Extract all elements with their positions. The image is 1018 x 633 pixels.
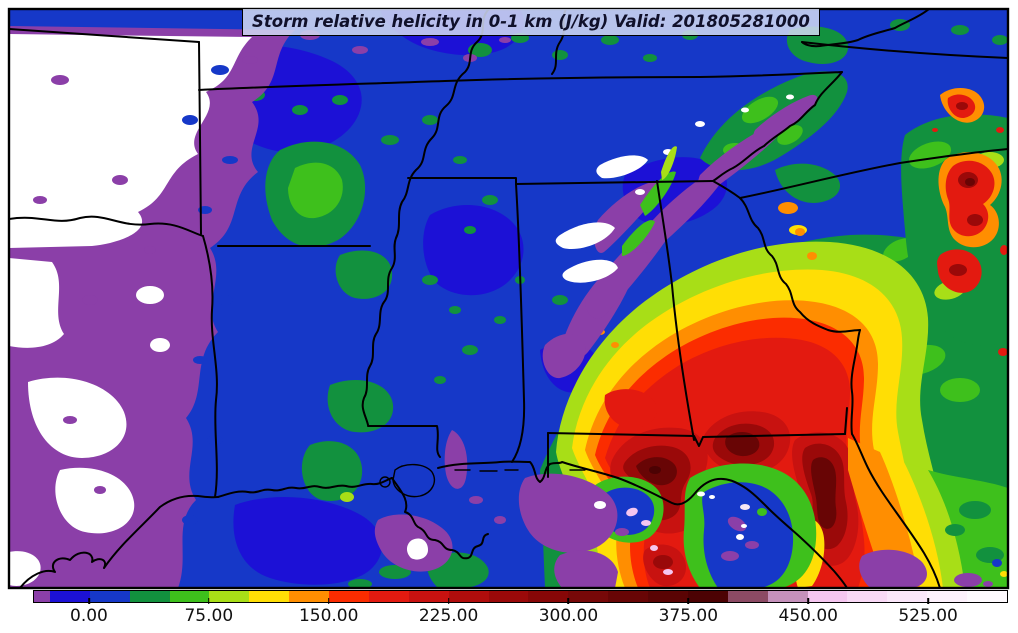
colorbar-tick-label: 450.00 xyxy=(778,606,838,626)
coastlines xyxy=(19,329,941,588)
colorbar-tick-labels: 0.00 75.00 150.00 225.00 300.00 375.00 450.00 5… xyxy=(33,606,1008,630)
colorbar-segment xyxy=(847,591,888,602)
florida-peninsula-bands xyxy=(848,438,1008,588)
colorbar-tick-label: 300.00 xyxy=(538,606,599,626)
colorbar-tick-label: 150.00 xyxy=(298,606,359,626)
colorbar-segment xyxy=(887,591,928,602)
colorbar-segment xyxy=(807,591,848,602)
colorbar-tick-label: 225.00 xyxy=(418,606,479,626)
colorbar-segment xyxy=(528,591,569,602)
colorbar-segment xyxy=(209,591,250,602)
colorbar-tick-label: 0.00 xyxy=(70,606,108,626)
colorbar-segment xyxy=(89,591,130,602)
lakes-and-islands xyxy=(379,463,586,498)
colorbar-segment xyxy=(49,591,90,602)
colorbar-segment xyxy=(368,591,409,602)
colorbar-segment xyxy=(967,591,1007,602)
colorbar-segment xyxy=(687,591,728,602)
colorbar-segment xyxy=(727,591,768,602)
colorbar-segment xyxy=(448,591,489,602)
colorbar-segment xyxy=(169,591,210,602)
colorbar-segment xyxy=(289,591,330,602)
colorbar-segment xyxy=(34,591,50,602)
colorbar-segment xyxy=(767,591,808,602)
colorbar xyxy=(33,590,1008,603)
colorbar-tick-label: 75.00 xyxy=(184,606,234,626)
helicity-maxima-spots xyxy=(626,491,750,575)
colorbar-segment xyxy=(608,591,649,602)
colorbar-segment xyxy=(927,591,968,602)
frontal-streak-band xyxy=(542,94,818,379)
colorbar-segment xyxy=(408,591,449,602)
carolinas-red-clusters xyxy=(595,87,1008,356)
colorbar-tick-label: 375.00 xyxy=(658,606,719,626)
gulf-coast-purples xyxy=(374,430,993,588)
west-negative-helicity-region xyxy=(9,26,511,588)
colorbar-segment xyxy=(488,591,529,602)
colorbar-tick-label: 525.00 xyxy=(898,606,958,626)
colorbar-segment xyxy=(249,591,290,602)
colorbar-segment xyxy=(129,591,170,602)
map-title: Storm relative helicity in 0-1 km (J/kg)… xyxy=(242,8,820,36)
colorbar-segment xyxy=(648,591,688,602)
colorbar-segment xyxy=(329,591,369,602)
colorbar-segment xyxy=(568,591,609,602)
